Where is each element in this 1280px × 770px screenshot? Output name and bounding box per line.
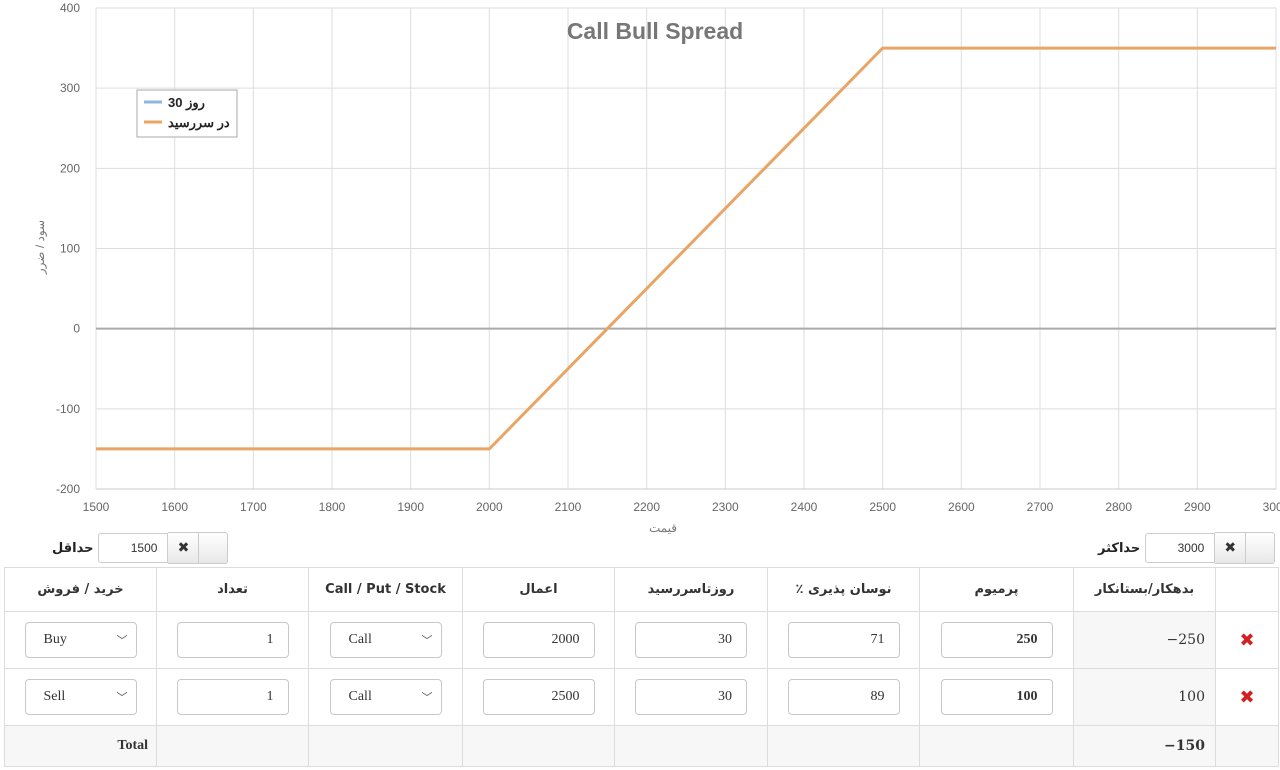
chevron-down-icon: ﹀ bbox=[116, 692, 128, 704]
y-tick-label: 300 bbox=[60, 81, 80, 95]
days-input[interactable]: 30 bbox=[635, 679, 747, 715]
total-label: Total bbox=[4, 725, 157, 767]
options-legs-table: خرید / فروش تعداد Call / Put / Stock اعم… bbox=[4, 567, 1279, 767]
clear-min-button[interactable]: ✖ bbox=[168, 532, 229, 564]
x-tick-label: 1700 bbox=[240, 500, 267, 514]
header-volatility: ٪ نوسان پذیری bbox=[767, 567, 920, 612]
x-tick-label: 2600 bbox=[948, 500, 975, 514]
min-price-input[interactable] bbox=[98, 533, 169, 563]
balance-value: −250 bbox=[1073, 611, 1216, 669]
x-tick-label: 2100 bbox=[555, 500, 582, 514]
x-tick-label: 2400 bbox=[791, 500, 818, 514]
legend-label-expiry: در سررسید bbox=[168, 115, 230, 131]
min-price-label: حداقل bbox=[52, 540, 94, 556]
x-axis-label: قیمت bbox=[649, 521, 677, 535]
x-tick-label: 2000 bbox=[476, 500, 503, 514]
volatility-input[interactable]: 71 bbox=[787, 622, 900, 658]
x-tick-label: 1600 bbox=[161, 500, 188, 514]
chevron-down-icon: ﹀ bbox=[421, 635, 433, 647]
type-select[interactable]: Call ﹀ bbox=[329, 622, 442, 658]
close-icon: ✖ bbox=[1215, 533, 1247, 563]
header-quantity: تعداد bbox=[156, 567, 309, 612]
balance-value: 100 bbox=[1073, 668, 1216, 726]
chart-series bbox=[96, 46, 1276, 451]
header-side: خرید / فروش bbox=[4, 567, 157, 612]
y-tick-label: 0 bbox=[73, 322, 80, 336]
premium-input[interactable]: 100 bbox=[940, 679, 1053, 715]
y-tick-label: 400 bbox=[60, 1, 80, 15]
x-tick-label: 2500 bbox=[869, 500, 896, 514]
y-tick-label: 200 bbox=[60, 161, 80, 175]
strike-input[interactable]: 2500 bbox=[482, 679, 595, 715]
x-tick-label: 2900 bbox=[1184, 500, 1211, 514]
side-select[interactable]: Sell ﹀ bbox=[24, 679, 137, 715]
close-icon: ✖ bbox=[168, 533, 200, 563]
chart-title: Call Bull Spread bbox=[567, 18, 743, 44]
days-input[interactable]: 30 bbox=[635, 622, 747, 658]
payoff-chart: 1500 1600 1700 1800 1900 2000 2100 2200 2300 2400… bbox=[33, 1, 1280, 535]
clear-max-button[interactable]: ✖ bbox=[1215, 532, 1276, 564]
strike-input[interactable]: 2000 bbox=[482, 622, 595, 658]
delete-x-icon[interactable]: ✖ bbox=[1239, 629, 1255, 651]
type-select[interactable]: Call ﹀ bbox=[329, 679, 442, 715]
x-axis-ticks: 1500 1600 1700 1800 1900 2000 2100 2200 2300 2400… bbox=[83, 500, 1280, 514]
chevron-down-icon: ﹀ bbox=[116, 635, 128, 647]
chevron-down-icon: ﹀ bbox=[421, 692, 433, 704]
chart-legend: روز 30 در سررسید bbox=[136, 89, 238, 138]
side-value: Buy bbox=[43, 632, 67, 647]
x-tick-label: 1900 bbox=[397, 500, 424, 514]
delete-x-icon[interactable]: ✖ bbox=[1239, 686, 1255, 708]
header-days: روزتاسررسید bbox=[614, 567, 768, 612]
x-tick-label: 2200 bbox=[633, 500, 660, 514]
y-axis-label: سود / ضرر bbox=[33, 220, 47, 275]
table-row: Buy ﹀ 1 Call ﹀ 2000 30 71 250 −250 ✖ bbox=[4, 611, 1279, 669]
series-line-1 bbox=[96, 46, 1276, 451]
total-value: −150 bbox=[1073, 725, 1216, 767]
x-tick-label: 2300 bbox=[712, 500, 739, 514]
quantity-input[interactable]: 1 bbox=[176, 679, 289, 715]
y-tick-label: -200 bbox=[56, 482, 80, 496]
x-tick-label: 1500 bbox=[83, 500, 110, 514]
table-row: Sell ﹀ 1 Call ﹀ 2500 30 89 100 100 ✖ bbox=[4, 668, 1279, 726]
type-value: Call bbox=[348, 689, 372, 704]
y-axis-ticks: -200 -100 0 100 200 300 400 bbox=[56, 1, 80, 496]
min-price-control: حداقل ✖ bbox=[52, 532, 229, 564]
max-price-control: حداکثر ✖ bbox=[1098, 532, 1276, 564]
header-strike: اعمال bbox=[462, 567, 615, 612]
y-tick-label: 100 bbox=[60, 242, 80, 256]
x-tick-label: 2700 bbox=[1027, 500, 1054, 514]
x-tick-label: 1800 bbox=[319, 500, 346, 514]
legend-label-day30: روز 30 bbox=[168, 95, 205, 111]
quantity-input[interactable]: 1 bbox=[176, 622, 289, 658]
chart-grid bbox=[95, 7, 1277, 490]
volatility-input[interactable]: 89 bbox=[787, 679, 900, 715]
header-balance: بدهکار/بستانکار bbox=[1073, 567, 1216, 612]
x-tick-label: 2800 bbox=[1105, 500, 1132, 514]
total-row: Total −150 bbox=[4, 725, 1279, 767]
max-price-label: حداکثر bbox=[1098, 540, 1141, 556]
x-tick-label: 3000 bbox=[1263, 500, 1280, 514]
max-price-input[interactable] bbox=[1145, 533, 1216, 563]
header-premium: پرمیوم bbox=[919, 567, 1074, 612]
type-value: Call bbox=[348, 632, 372, 647]
header-actions bbox=[1215, 567, 1279, 612]
side-select[interactable]: Buy ﹀ bbox=[24, 622, 137, 658]
side-value: Sell bbox=[43, 689, 66, 704]
header-type: Call / Put / Stock bbox=[308, 567, 463, 612]
y-tick-label: -100 bbox=[56, 402, 80, 416]
premium-input[interactable]: 250 bbox=[940, 622, 1053, 658]
